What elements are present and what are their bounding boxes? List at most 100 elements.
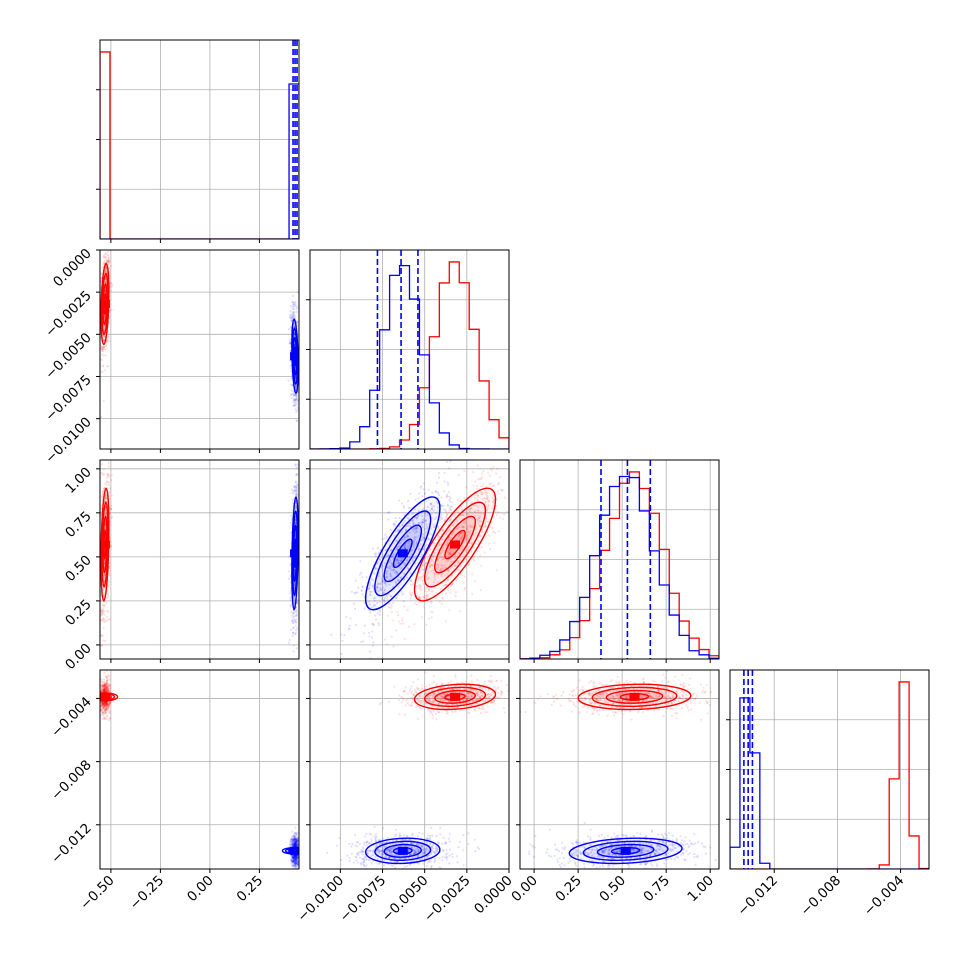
sample-point: [390, 555, 394, 558]
sample-point: [371, 644, 375, 647]
sample-point: [296, 403, 299, 406]
sample-point: [294, 506, 297, 509]
sample-point: [104, 354, 107, 357]
sample-point: [431, 564, 434, 567]
sample-point: [362, 640, 365, 643]
sample-point: [446, 559, 449, 563]
sample-point: [462, 514, 465, 517]
sample-point: [369, 593, 372, 596]
sample-point: [102, 468, 105, 471]
sample-point: [402, 600, 405, 603]
sample-point: [100, 610, 103, 613]
sample-point: [432, 581, 435, 584]
sample-point: [110, 494, 113, 497]
sample-point: [443, 520, 446, 523]
sample-point: [411, 549, 414, 552]
sample-point: [440, 564, 443, 567]
sample-point: [363, 607, 366, 610]
sample-point: [101, 634, 105, 637]
sample-point: [464, 521, 467, 524]
sample-point: [380, 588, 383, 591]
sample-point: [387, 555, 390, 558]
sample-point: [408, 531, 411, 535]
sample-point: [414, 527, 418, 530]
sample-point: [368, 590, 372, 593]
sample-point: [438, 543, 441, 546]
sample-point: [390, 595, 393, 598]
sample-point: [484, 525, 487, 528]
sample-point: [433, 554, 436, 557]
sample-point: [425, 586, 428, 589]
sample-point: [382, 589, 386, 592]
sample-point: [108, 580, 111, 584]
sample-point: [456, 527, 459, 530]
sample-point: [444, 515, 447, 518]
sample-point: [394, 663, 396, 665]
sample-point: [486, 498, 489, 501]
sample-point: [423, 596, 426, 599]
sample-point: [102, 263, 105, 266]
sample-point: [463, 496, 466, 500]
sample-point: [425, 596, 428, 600]
points-layer: [100, 250, 299, 422]
sample-point: [440, 504, 443, 507]
sample-point: [461, 525, 465, 528]
sample-point: [376, 586, 379, 589]
sample-point: [441, 528, 444, 531]
sample-point: [102, 618, 105, 621]
sample-point: [294, 398, 298, 401]
sample-point: [103, 345, 106, 348]
sample-point: [293, 394, 296, 397]
sample-point: [105, 343, 108, 346]
sample-point: [293, 619, 296, 622]
sample-point: [109, 281, 112, 284]
sample-point: [295, 395, 298, 398]
sample-point: [101, 473, 104, 476]
sample-point: [468, 532, 471, 535]
sample-point: [293, 599, 296, 602]
sample-point: [417, 497, 420, 500]
sample-point: [421, 521, 424, 524]
sample-point: [482, 483, 485, 486]
sample-point: [497, 483, 500, 486]
sample-point: [430, 559, 433, 563]
sample-point: [495, 513, 498, 517]
sample-point: [290, 367, 293, 370]
sample-point: [465, 526, 468, 529]
sample-point: [418, 584, 421, 587]
sample-point: [378, 557, 381, 561]
sample-point: [108, 717, 111, 720]
sample-point: [391, 619, 394, 622]
sample-point: [412, 536, 416, 540]
sample-point: [107, 473, 110, 476]
sample-point: [426, 527, 429, 530]
sample-point: [417, 492, 421, 495]
sample-point: [441, 534, 444, 537]
sample-point: [428, 538, 431, 541]
sample-point: [288, 592, 292, 595]
sample-point: [100, 612, 104, 616]
sample-point: [422, 582, 425, 586]
sample-point: [100, 346, 103, 350]
sample-point: [110, 504, 113, 507]
sample-point: [371, 578, 375, 582]
sample-point: [295, 393, 298, 397]
sample-point: [455, 564, 458, 567]
sample-point: [483, 497, 486, 500]
sample-point: [296, 408, 299, 412]
sample-point: [100, 507, 103, 510]
sample-point: [408, 625, 411, 628]
sample-point: [447, 491, 451, 494]
sample-point: [360, 589, 363, 592]
sample-point: [413, 535, 416, 538]
sample-point: [450, 584, 453, 587]
sample-point: [293, 310, 296, 314]
sample-point: [292, 612, 295, 615]
sample-point: [401, 531, 404, 534]
sample-point: [436, 548, 439, 551]
sample-point: [294, 398, 297, 401]
sample-point: [447, 483, 450, 486]
sample-point: [292, 311, 295, 314]
sample-point: [406, 567, 409, 570]
sample-point: [105, 260, 109, 264]
